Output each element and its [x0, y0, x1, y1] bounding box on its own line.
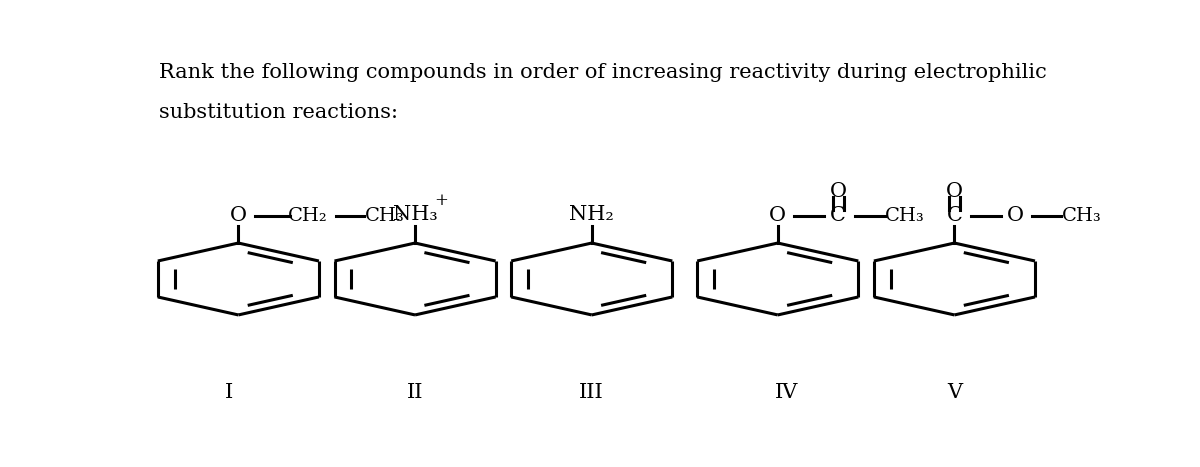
- Text: IV: IV: [775, 383, 799, 402]
- Text: II: II: [407, 383, 424, 402]
- Text: CH₃: CH₃: [365, 207, 404, 225]
- Text: O: O: [769, 206, 786, 225]
- Text: V: V: [947, 383, 962, 402]
- Text: CH₃: CH₃: [886, 207, 925, 225]
- Text: III: III: [580, 383, 604, 402]
- Text: O: O: [1007, 206, 1024, 225]
- Text: O: O: [230, 206, 247, 225]
- Text: I: I: [224, 383, 233, 402]
- Text: Rank the following compounds in order of increasing reactivity during electrophi: Rank the following compounds in order of…: [160, 63, 1048, 82]
- Text: substitution reactions:: substitution reactions:: [160, 103, 398, 122]
- Text: CH₂: CH₂: [288, 207, 328, 225]
- Text: CH₃: CH₃: [1062, 207, 1102, 225]
- Text: C: C: [830, 206, 846, 225]
- Text: NH₂: NH₂: [569, 205, 614, 225]
- Text: C: C: [947, 206, 962, 225]
- Text: +: +: [434, 192, 448, 209]
- Text: O: O: [946, 182, 962, 201]
- Text: O: O: [829, 182, 847, 201]
- Text: NH₃: NH₃: [392, 205, 437, 225]
